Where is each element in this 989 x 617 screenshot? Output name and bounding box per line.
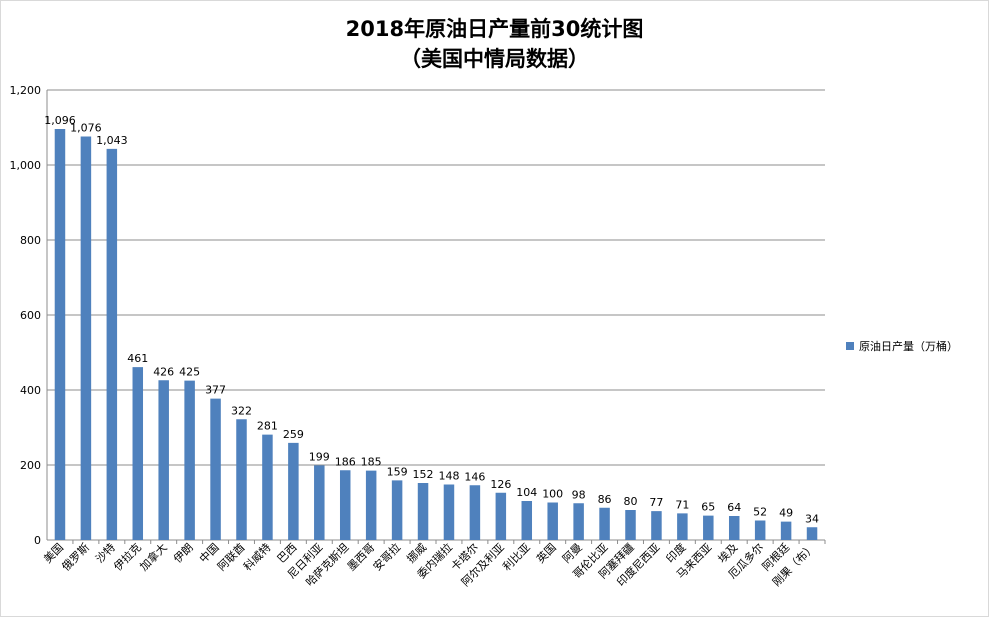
data-label: 148 bbox=[438, 470, 459, 483]
data-label: 152 bbox=[413, 468, 434, 481]
bar bbox=[417, 483, 429, 540]
y-tick-label: 1,200 bbox=[10, 84, 42, 97]
y-tick-label: 0 bbox=[34, 534, 41, 547]
bar bbox=[780, 521, 792, 540]
data-label: 100 bbox=[542, 488, 563, 501]
bar bbox=[288, 442, 299, 540]
bar bbox=[106, 148, 118, 540]
data-label: 281 bbox=[257, 420, 278, 433]
bar bbox=[365, 470, 377, 540]
bar bbox=[599, 507, 610, 540]
bar bbox=[339, 470, 351, 540]
bar bbox=[806, 527, 818, 540]
x-tick-label: 安哥拉 bbox=[370, 540, 403, 573]
data-label: 185 bbox=[361, 456, 382, 469]
data-label: 71 bbox=[675, 498, 689, 511]
y-tick-label: 200 bbox=[20, 459, 41, 472]
legend-label: 原油日产量（万桶） bbox=[859, 340, 958, 353]
bar bbox=[573, 503, 584, 540]
data-label: 322 bbox=[231, 404, 252, 417]
data-label: 186 bbox=[335, 455, 356, 468]
bar bbox=[547, 502, 558, 540]
chart-title-line-2: （美国中情局数据） bbox=[400, 47, 589, 71]
data-label: 77 bbox=[649, 496, 663, 509]
data-label: 1,076 bbox=[70, 122, 102, 135]
bar bbox=[469, 485, 481, 540]
data-label: 199 bbox=[309, 450, 330, 463]
y-tick-label: 800 bbox=[20, 234, 41, 247]
bar bbox=[184, 380, 195, 540]
data-label: 49 bbox=[779, 507, 793, 520]
bar bbox=[521, 501, 533, 540]
data-label: 425 bbox=[179, 366, 200, 379]
bar bbox=[158, 380, 169, 540]
x-tick-label: 加拿大 bbox=[137, 540, 170, 573]
data-label: 86 bbox=[598, 493, 612, 506]
data-label: 104 bbox=[516, 486, 537, 499]
x-tick-label: 伊拉克 bbox=[111, 540, 144, 573]
bar bbox=[80, 136, 92, 540]
data-label: 1,043 bbox=[96, 134, 128, 147]
bar bbox=[754, 520, 766, 540]
x-tick-label: 阿联酋 bbox=[214, 540, 247, 573]
data-label: 80 bbox=[624, 495, 638, 508]
data-label: 426 bbox=[153, 365, 174, 378]
bar bbox=[728, 516, 740, 540]
x-tick-label: 伊朗 bbox=[171, 541, 196, 566]
y-tick-label: 600 bbox=[20, 309, 41, 322]
data-label: 34 bbox=[805, 512, 819, 525]
x-tick-label: 英国 bbox=[533, 540, 558, 565]
bar bbox=[625, 510, 636, 540]
bar bbox=[703, 515, 714, 540]
chart-title-line-1: 2018年原油日产量前30统计图 bbox=[345, 17, 644, 41]
bar bbox=[262, 434, 273, 540]
data-label: 461 bbox=[127, 352, 148, 365]
bar bbox=[677, 513, 688, 540]
x-tick-label: 利比亚 bbox=[500, 541, 533, 574]
bar bbox=[314, 465, 325, 540]
bar bbox=[54, 129, 66, 540]
data-label: 1,096 bbox=[44, 114, 76, 127]
y-tick-label: 400 bbox=[20, 384, 41, 397]
x-tick-label: 墨西哥 bbox=[345, 541, 378, 574]
data-label: 377 bbox=[205, 384, 226, 397]
bar bbox=[132, 367, 144, 540]
data-label: 259 bbox=[283, 428, 304, 441]
bar bbox=[210, 398, 221, 540]
data-label: 52 bbox=[753, 506, 767, 519]
bar bbox=[391, 480, 403, 540]
x-tick-label: 科威特 bbox=[240, 540, 273, 573]
legend-swatch bbox=[846, 342, 854, 350]
data-label: 146 bbox=[464, 470, 485, 483]
bar bbox=[443, 484, 455, 540]
bar bbox=[651, 511, 662, 540]
data-label: 98 bbox=[572, 488, 586, 501]
bar bbox=[495, 492, 507, 540]
data-label: 126 bbox=[490, 478, 511, 491]
bar bbox=[236, 419, 247, 540]
x-tick-label: 俄罗斯 bbox=[59, 541, 92, 574]
data-label: 159 bbox=[387, 465, 408, 478]
legend: 原油日产量（万桶） bbox=[846, 338, 958, 354]
data-label: 64 bbox=[727, 501, 741, 514]
data-label: 65 bbox=[701, 501, 715, 514]
y-tick-label: 1,000 bbox=[10, 159, 42, 172]
